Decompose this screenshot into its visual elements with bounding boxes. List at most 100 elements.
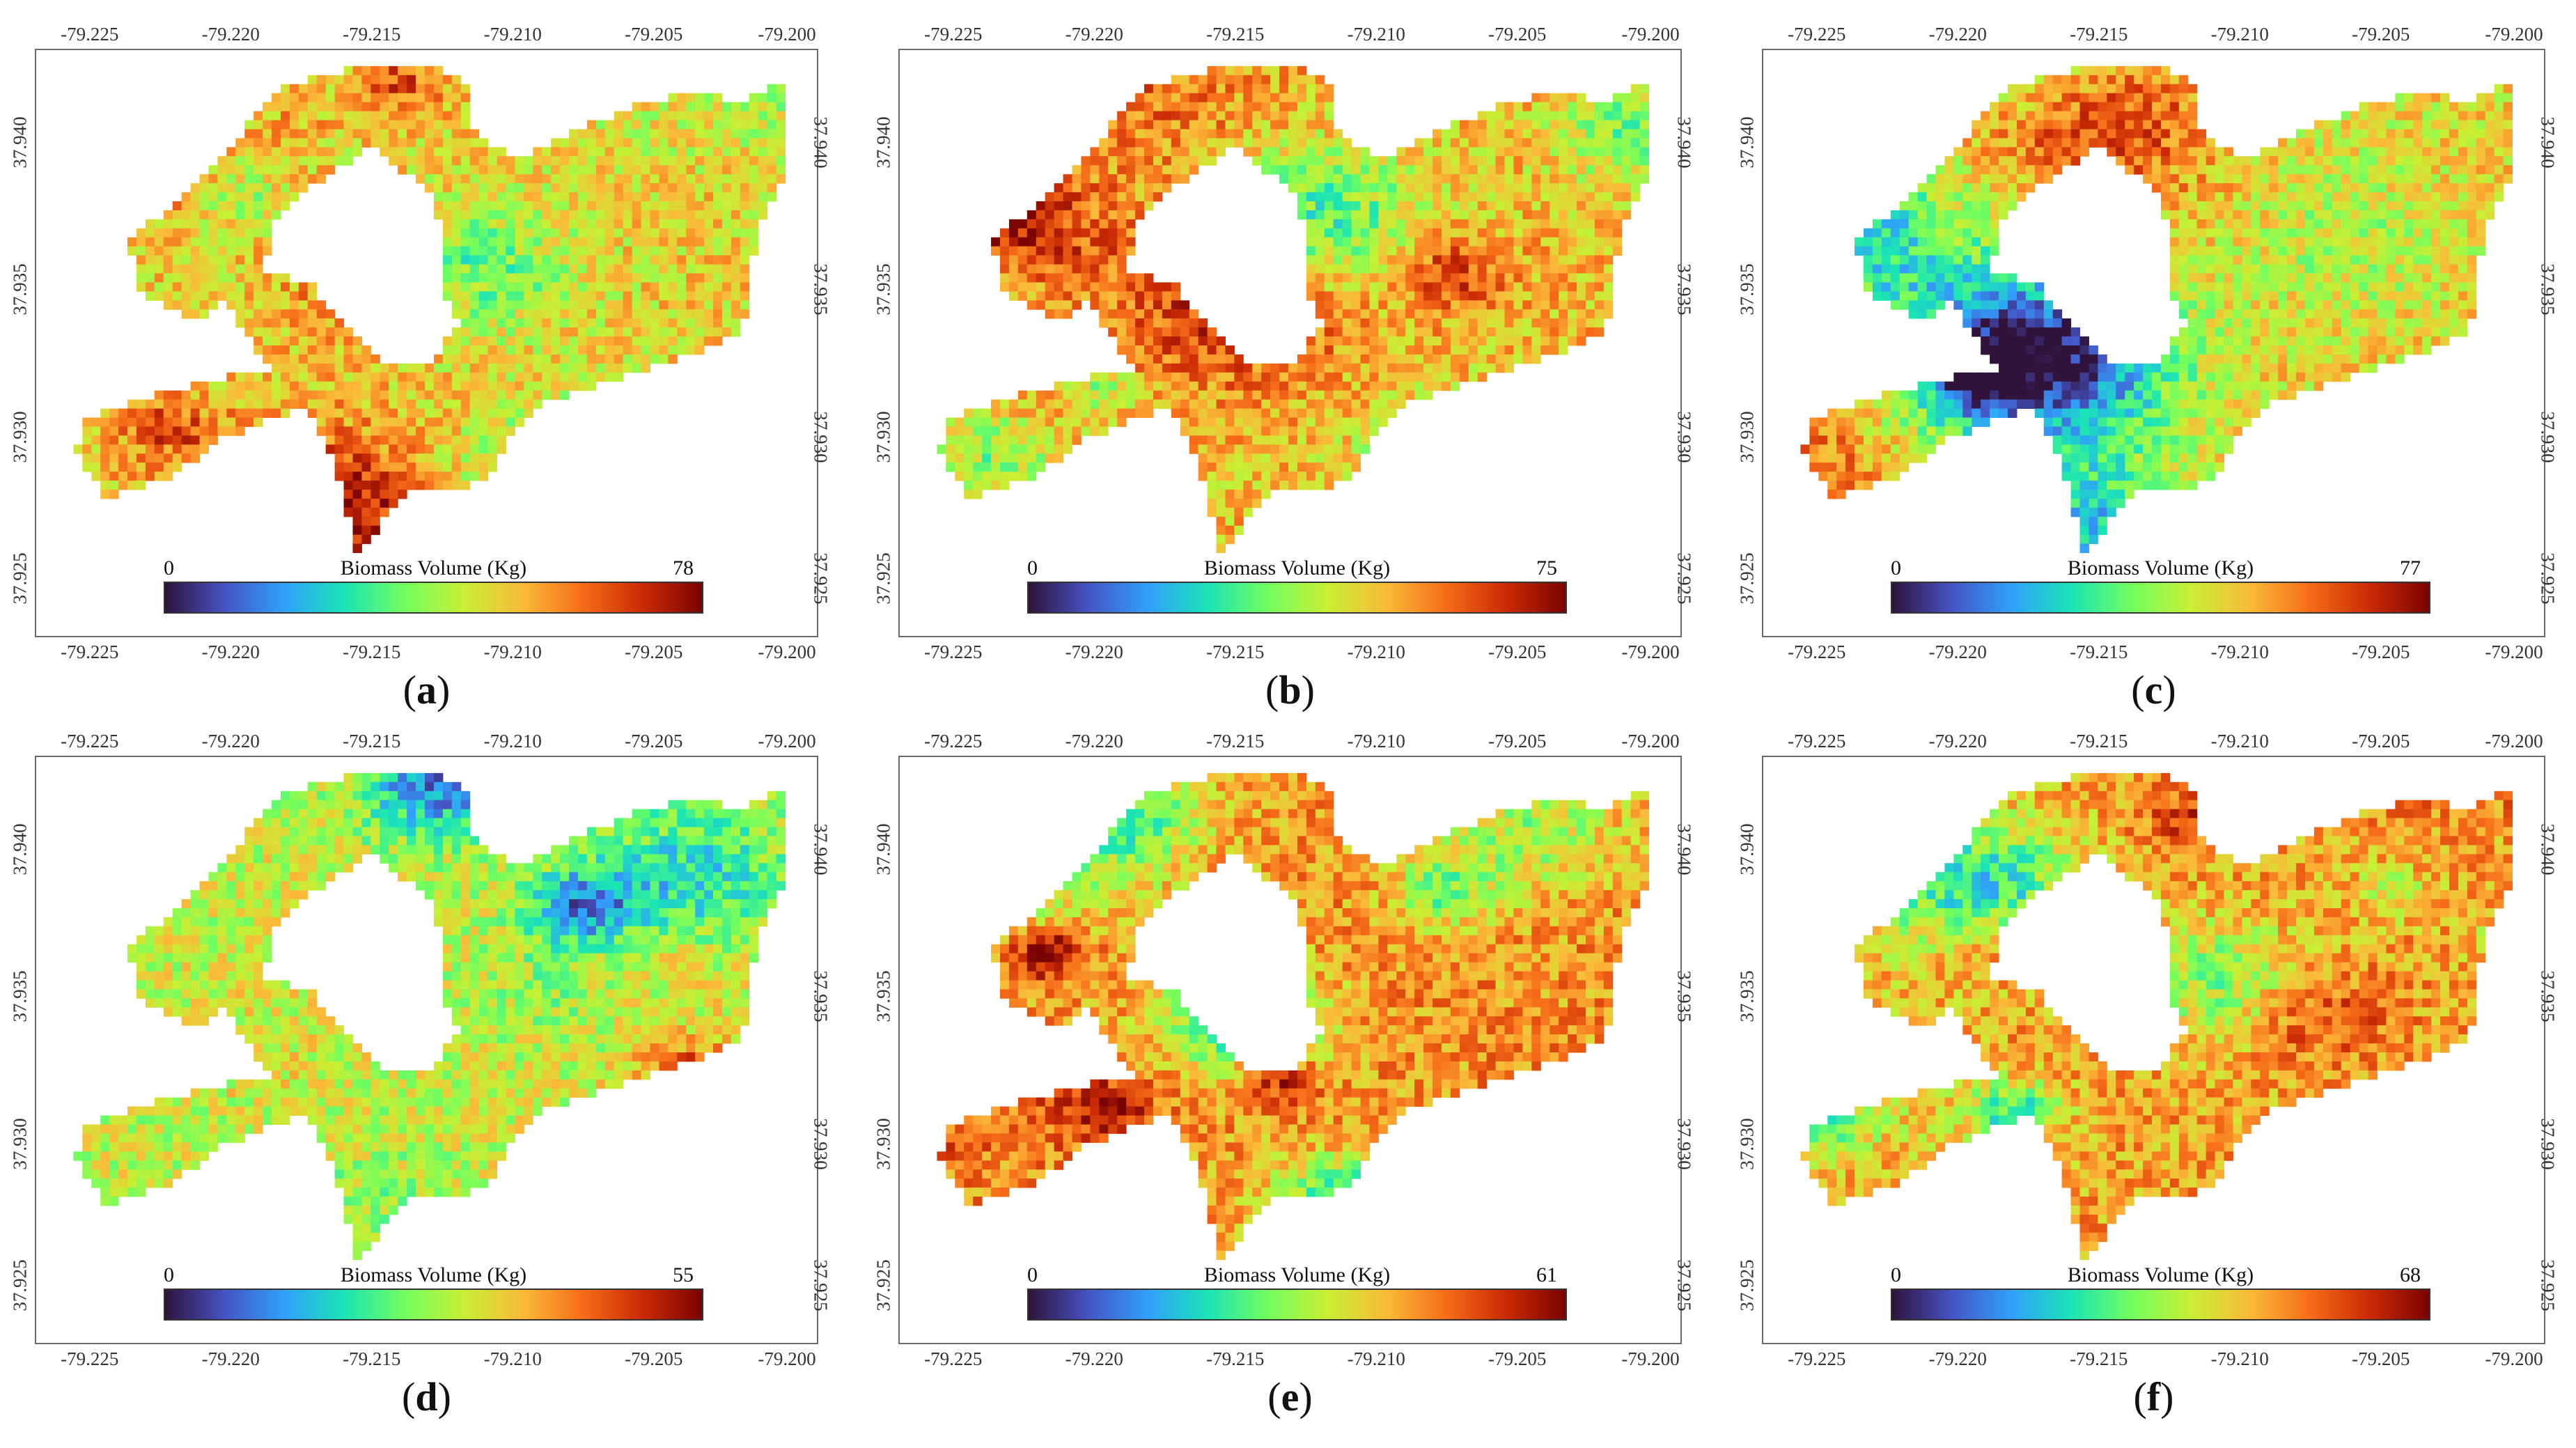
biomass-cell: [1594, 156, 1605, 166]
biomass-cell: [686, 282, 696, 292]
biomass-cell: [524, 408, 533, 418]
biomass-cell: [569, 174, 579, 184]
biomass-cell: [334, 120, 345, 130]
biomass-cell: [1261, 481, 1271, 490]
biomass-cell: [2089, 75, 2098, 85]
biomass-cell: [1577, 255, 1586, 265]
biomass-cell: [1396, 336, 1406, 346]
biomass-cell: [1513, 111, 1523, 121]
biomass-cell: [632, 111, 642, 121]
biomass-cell: [1459, 156, 1469, 166]
biomass-cell: [1117, 246, 1127, 256]
biomass-cell: [758, 120, 768, 130]
biomass-cell: [352, 534, 362, 545]
biomass-cell: [2377, 102, 2387, 112]
biomass-cell: [623, 255, 633, 265]
biomass-cell: [1225, 75, 1235, 85]
biomass-cell: [1559, 273, 1568, 283]
biomass-cell: [235, 156, 245, 166]
biomass-cell: [1433, 372, 1442, 382]
biomass-cell: [2251, 165, 2261, 175]
biomass-cell: [659, 183, 669, 193]
biomass-cell: [1279, 147, 1289, 157]
biomass-cell: [2422, 192, 2432, 202]
biomass-cell: [1090, 156, 1100, 166]
biomass-cell: [595, 174, 606, 184]
biomass-cell: [1324, 255, 1334, 265]
biomass-cell: [551, 327, 561, 337]
biomass-cell: [1450, 309, 1460, 319]
biomass-cell: [2007, 84, 2017, 94]
biomass-cell: [280, 291, 290, 301]
biomass-cell: [2359, 165, 2369, 175]
biomass-cell: [2025, 111, 2036, 121]
biomass-cell: [767, 111, 777, 121]
biomass-cell: [1962, 201, 1972, 211]
biomass-cell: [1189, 102, 1199, 112]
biomass-cell: [2431, 192, 2441, 202]
biomass-cell: [1198, 363, 1208, 373]
biomass-cell: [1117, 156, 1127, 166]
biomass-cell: [1243, 111, 1253, 121]
biomass-cell: [1522, 156, 1532, 166]
biomass-cell: [1594, 228, 1605, 238]
biomass-cell: [1324, 390, 1334, 400]
biomass-cell: [190, 291, 201, 301]
biomass-cell: [506, 219, 515, 229]
biomass-cell: [280, 336, 290, 346]
biomass-cell: [1908, 201, 1919, 211]
biomass-cell: [1423, 318, 1433, 328]
biomass-cell: [1225, 417, 1235, 427]
biomass-cell: [668, 138, 678, 148]
biomass-cell: [2404, 192, 2414, 202]
biomass-cell: [2098, 75, 2107, 85]
biomass-cell: [641, 210, 650, 220]
biomass-cell: [1297, 174, 1307, 184]
biomass-cell: [1360, 408, 1370, 418]
biomass-cell: [2413, 183, 2423, 193]
biomass-cell: [999, 282, 1010, 292]
biomass-cell: [2215, 183, 2225, 193]
biomass-cell: [2341, 156, 2351, 166]
biomass-cell: [1135, 111, 1145, 121]
biomass-cell: [1189, 138, 1199, 148]
biomass-cell: [721, 237, 732, 247]
biomass-cell: [713, 282, 723, 292]
biomass-cell: [991, 453, 1001, 463]
biomass-cell: [226, 156, 236, 166]
biomass-cell: [1279, 363, 1289, 373]
biomass-cell: [542, 309, 552, 319]
biomass-cell: [82, 417, 92, 427]
biomass-cell: [1342, 192, 1352, 202]
biomass-cell: [973, 481, 983, 490]
biomass-cell: [1962, 192, 1972, 202]
biomass-cell: [542, 282, 552, 292]
biomass-cell: [2503, 93, 2513, 103]
biomass-cell: [2196, 174, 2207, 184]
biomass-cell: [604, 372, 615, 382]
biomass-cell: [469, 363, 480, 373]
biomass-cell: [1063, 426, 1072, 436]
biomass-cell: [1036, 246, 1046, 256]
biomass-cell: [1378, 219, 1388, 229]
biomass-cell: [1621, 111, 1632, 121]
biomass-cell: [577, 309, 588, 319]
biomass-cell: [758, 210, 768, 220]
biomass-cell: [614, 327, 624, 337]
biomass-cell: [524, 237, 533, 247]
biomass-cell: [1513, 102, 1523, 112]
biomass-cell: [1126, 327, 1136, 337]
biomass-cell: [1324, 165, 1334, 175]
biomass-cell: [650, 192, 659, 202]
biomass-cell: [199, 300, 209, 310]
biomass-cell: [1486, 138, 1497, 148]
biomass-cell: [604, 327, 615, 337]
biomass-cell: [946, 435, 955, 445]
biomass-cell: [2143, 138, 2153, 148]
biomass-cell: [1342, 426, 1352, 436]
biomass-cell: [1504, 129, 1514, 139]
biomass-cell: [604, 264, 615, 274]
biomass-cell: [991, 417, 1001, 427]
biomass-cell: [2016, 147, 2027, 157]
biomass-cell: [1414, 255, 1424, 265]
